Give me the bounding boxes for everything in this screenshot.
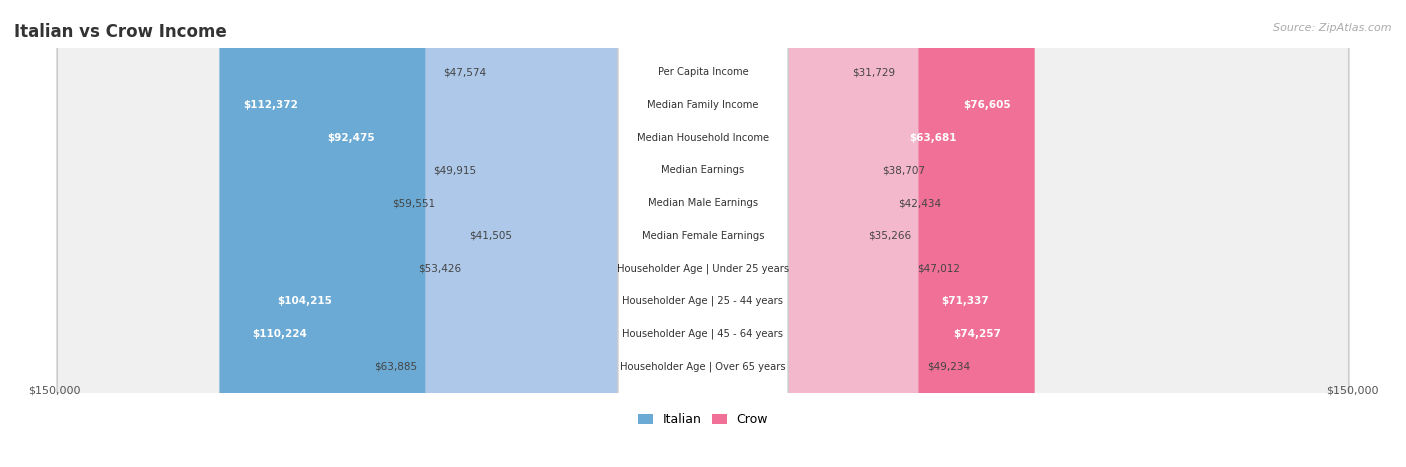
Text: $104,215: $104,215 bbox=[277, 296, 332, 306]
FancyBboxPatch shape bbox=[696, 0, 844, 467]
FancyBboxPatch shape bbox=[485, 0, 710, 467]
Text: $49,915: $49,915 bbox=[433, 165, 477, 176]
FancyBboxPatch shape bbox=[619, 0, 787, 467]
FancyBboxPatch shape bbox=[619, 0, 787, 467]
FancyBboxPatch shape bbox=[520, 0, 710, 467]
Text: $76,605: $76,605 bbox=[963, 100, 1011, 110]
FancyBboxPatch shape bbox=[696, 0, 918, 467]
FancyBboxPatch shape bbox=[495, 0, 710, 467]
FancyBboxPatch shape bbox=[696, 0, 1035, 467]
FancyBboxPatch shape bbox=[696, 0, 910, 467]
FancyBboxPatch shape bbox=[696, 0, 1025, 467]
Text: $47,012: $47,012 bbox=[918, 263, 960, 274]
FancyBboxPatch shape bbox=[619, 0, 787, 467]
FancyBboxPatch shape bbox=[58, 0, 1348, 467]
Text: $42,434: $42,434 bbox=[898, 198, 941, 208]
FancyBboxPatch shape bbox=[619, 0, 787, 467]
FancyBboxPatch shape bbox=[58, 0, 1348, 467]
Text: $47,574: $47,574 bbox=[443, 67, 486, 77]
Text: $150,000: $150,000 bbox=[1326, 385, 1378, 395]
FancyBboxPatch shape bbox=[304, 0, 710, 467]
FancyBboxPatch shape bbox=[619, 0, 787, 467]
Legend: Italian, Crow: Italian, Crow bbox=[633, 409, 773, 432]
FancyBboxPatch shape bbox=[58, 0, 1348, 467]
FancyBboxPatch shape bbox=[58, 0, 1348, 467]
FancyBboxPatch shape bbox=[58, 0, 1348, 467]
Text: Householder Age | 45 - 64 years: Householder Age | 45 - 64 years bbox=[623, 329, 783, 339]
Text: Median Female Earnings: Median Female Earnings bbox=[641, 231, 765, 241]
FancyBboxPatch shape bbox=[58, 0, 1348, 467]
Text: Median Family Income: Median Family Income bbox=[647, 100, 759, 110]
FancyBboxPatch shape bbox=[254, 0, 710, 467]
FancyBboxPatch shape bbox=[444, 0, 710, 467]
FancyBboxPatch shape bbox=[619, 0, 787, 467]
Text: $63,885: $63,885 bbox=[374, 361, 416, 372]
FancyBboxPatch shape bbox=[619, 0, 787, 467]
Text: $35,266: $35,266 bbox=[868, 231, 911, 241]
Text: $150,000: $150,000 bbox=[28, 385, 80, 395]
Text: $31,729: $31,729 bbox=[852, 67, 896, 77]
Text: $110,224: $110,224 bbox=[252, 329, 307, 339]
Text: Source: ZipAtlas.com: Source: ZipAtlas.com bbox=[1274, 23, 1392, 33]
FancyBboxPatch shape bbox=[619, 0, 787, 467]
Text: Householder Age | 25 - 44 years: Householder Age | 25 - 44 years bbox=[623, 296, 783, 306]
Text: $53,426: $53,426 bbox=[418, 263, 461, 274]
FancyBboxPatch shape bbox=[58, 0, 1348, 467]
FancyBboxPatch shape bbox=[426, 0, 710, 467]
Text: Median Household Income: Median Household Income bbox=[637, 133, 769, 142]
FancyBboxPatch shape bbox=[696, 0, 859, 467]
Text: $41,505: $41,505 bbox=[468, 231, 512, 241]
FancyBboxPatch shape bbox=[470, 0, 710, 467]
Text: $112,372: $112,372 bbox=[243, 100, 298, 110]
FancyBboxPatch shape bbox=[696, 0, 1012, 467]
FancyBboxPatch shape bbox=[219, 0, 710, 467]
FancyBboxPatch shape bbox=[58, 0, 1348, 467]
Text: Per Capita Income: Per Capita Income bbox=[658, 67, 748, 77]
FancyBboxPatch shape bbox=[619, 0, 787, 467]
Text: $92,475: $92,475 bbox=[328, 133, 375, 142]
Text: Italian vs Crow Income: Italian vs Crow Income bbox=[14, 23, 226, 42]
FancyBboxPatch shape bbox=[696, 0, 873, 467]
Text: Median Male Earnings: Median Male Earnings bbox=[648, 198, 758, 208]
FancyBboxPatch shape bbox=[619, 0, 787, 467]
Text: Median Earnings: Median Earnings bbox=[661, 165, 745, 176]
FancyBboxPatch shape bbox=[696, 0, 980, 467]
Text: Householder Age | Under 25 years: Householder Age | Under 25 years bbox=[617, 263, 789, 274]
Text: $71,337: $71,337 bbox=[941, 296, 988, 306]
Text: $59,551: $59,551 bbox=[392, 198, 436, 208]
Text: $63,681: $63,681 bbox=[908, 133, 956, 142]
FancyBboxPatch shape bbox=[696, 0, 890, 467]
Text: $74,257: $74,257 bbox=[953, 329, 1001, 339]
FancyBboxPatch shape bbox=[58, 0, 1348, 467]
FancyBboxPatch shape bbox=[229, 0, 710, 467]
Text: $38,707: $38,707 bbox=[882, 165, 925, 176]
Text: $49,234: $49,234 bbox=[927, 361, 970, 372]
Text: Householder Age | Over 65 years: Householder Age | Over 65 years bbox=[620, 361, 786, 372]
FancyBboxPatch shape bbox=[58, 0, 1348, 467]
